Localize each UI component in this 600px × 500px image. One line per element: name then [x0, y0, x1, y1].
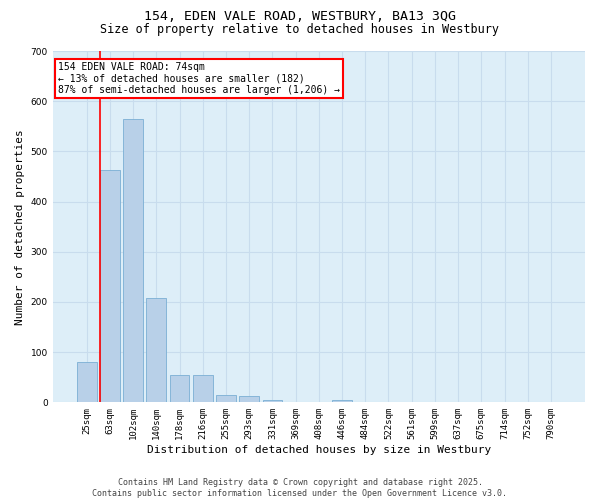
- Bar: [263, 400, 282, 402]
- Bar: [193, 374, 212, 402]
- Bar: [123, 119, 143, 403]
- Bar: [170, 374, 190, 402]
- X-axis label: Distribution of detached houses by size in Westbury: Distribution of detached houses by size …: [147, 445, 491, 455]
- Text: Size of property relative to detached houses in Westbury: Size of property relative to detached ho…: [101, 22, 499, 36]
- Bar: [77, 362, 97, 403]
- Bar: [332, 400, 352, 402]
- Bar: [146, 298, 166, 403]
- Text: Contains HM Land Registry data © Crown copyright and database right 2025.
Contai: Contains HM Land Registry data © Crown c…: [92, 478, 508, 498]
- Bar: [100, 170, 120, 402]
- Y-axis label: Number of detached properties: Number of detached properties: [15, 129, 25, 324]
- Bar: [216, 395, 236, 402]
- Text: 154 EDEN VALE ROAD: 74sqm
← 13% of detached houses are smaller (182)
87% of semi: 154 EDEN VALE ROAD: 74sqm ← 13% of detac…: [58, 62, 340, 94]
- Bar: [239, 396, 259, 402]
- Text: 154, EDEN VALE ROAD, WESTBURY, BA13 3QG: 154, EDEN VALE ROAD, WESTBURY, BA13 3QG: [144, 10, 456, 23]
